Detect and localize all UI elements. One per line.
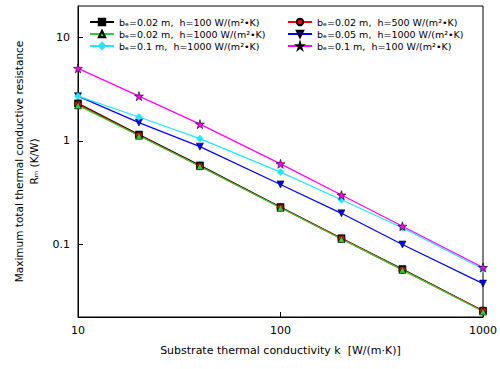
svg-text:bₑ=0.1 m, h=1000 W/(m²•K): bₑ=0.1 m, h=1000 W/(m²•K): [119, 41, 259, 52]
svg-text:bₑ=0.02 m, h=100 W/(m²•K): bₑ=0.02 m, h=100 W/(m²•K): [119, 17, 259, 28]
svg-text:Maximum total thermal conducti: Maximum total thermal conductive resista…: [13, 41, 25, 283]
svg-text:100: 100: [270, 324, 291, 337]
svg-text:0.1: 0.1: [53, 238, 71, 251]
svg-text:bₑ=0.05 m, h=1000 W/(m²•K): bₑ=0.05 m, h=1000 W/(m²•K): [317, 29, 464, 40]
svg-text:10: 10: [56, 31, 70, 44]
svg-text:Rₘ (K/W): Rₘ (K/W): [28, 138, 40, 184]
svg-text:bₑ=0.02 m, h=500 W/(m²•K): bₑ=0.02 m, h=500 W/(m²•K): [317, 17, 457, 28]
svg-text:1000: 1000: [469, 324, 497, 337]
svg-text:bₑ=0.1 m, h=100 W/(m²•K): bₑ=0.1 m, h=100 W/(m²•K): [317, 41, 451, 52]
svg-text:10: 10: [71, 324, 85, 337]
svg-text:1: 1: [63, 134, 70, 147]
svg-text:Substrate thermal conductivity: Substrate thermal conductivity k [W/(m·K…: [160, 344, 401, 357]
svg-text:bₑ=0.02 m, h=1000 W/(m²•K): bₑ=0.02 m, h=1000 W/(m²•K): [119, 29, 266, 40]
